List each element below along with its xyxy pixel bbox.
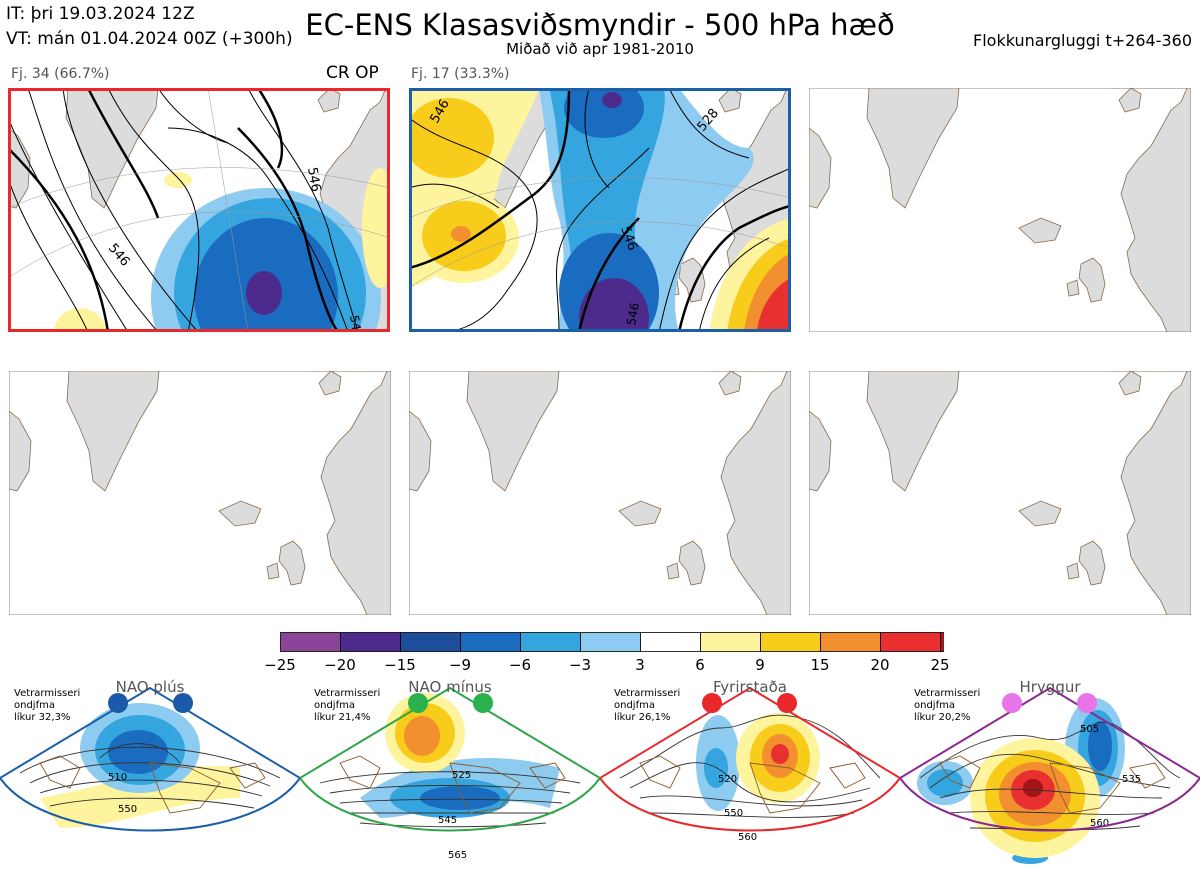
cluster-map-2[interactable]: 546 546 528 546 [409,88,791,332]
panel-2-label: Fj. 17 (33.3%) [411,66,510,82]
colorbar [280,632,944,652]
cluster-map-5[interactable] [409,371,791,615]
regime-3-title: Fyrirstaða [713,678,787,696]
colorbar-tick-label: 6 [695,656,705,674]
colorbar-bin [700,632,761,652]
regime-1-contour-2: 550 [118,804,137,815]
panel-1-border [8,88,390,332]
colorbar-bin [820,632,881,652]
panel-1-label: Fj. 34 (66.7%) [11,66,110,82]
regime-3-stats: Vetrarmisseri ondjfma líkur 26,1% [614,688,681,723]
panel-2-border [409,88,791,332]
colorbar-tick-label: −6 [508,656,532,674]
colorbar-tick-label: 3 [635,656,645,674]
regime-1-title: NAO plús [115,678,185,696]
regime-3-contour-2: 550 [724,808,743,819]
colorbar-bin [940,632,944,652]
regime-2-contour-1: 525 [452,770,471,781]
regime-2-contour-2: 545 [438,815,457,826]
colorbar-tick-label: −3 [568,656,592,674]
regime-ridge: 505 535 560 Hryggur Vetrarmisseri ondjfma… [898,668,1200,871]
svg-text:546: 546 [347,314,365,332]
colorbar-bin [580,632,641,652]
svg-text:546: 546 [624,302,642,327]
regime-2-title: NAO mínus [408,678,492,696]
regime-4-contour-1: 505 [1080,724,1099,735]
regime-3-contour-3: 560 [738,832,757,843]
classification-window: Flokkunargluggi t+264-360 [973,31,1192,50]
regime-3-contour-1: 520 [718,774,737,785]
colorbar-tick-label: 15 [810,656,830,674]
colorbar-bin [280,632,341,652]
regime-blocking: 520 550 560 Fyrirstaða Vetrarmisseri ondj… [598,668,902,871]
colorbar-tick-label: −25 [264,656,296,674]
colorbar-tick-label: 25 [930,656,950,674]
regime-4-stats: Vetrarmisseri ondjfma líkur 20,2% [914,688,981,723]
cluster-map-3[interactable] [809,88,1191,332]
colorbar-bin [340,632,401,652]
svg-text:546: 546 [304,166,323,193]
panel-1-tag: CR OP [326,63,379,83]
issue-time: IT: þri 19.03.2024 12Z [6,4,195,24]
colorbar-bin [640,632,701,652]
regime-2-stats: Vetrarmisseri ondjfma líkur 21,4% [314,688,381,723]
colorbar-bin [880,632,941,652]
regime-2-contour-3: 565 [448,850,467,861]
cluster-map-4[interactable] [9,371,391,615]
valid-time: VT: mán 01.04.2024 00Z (+300h) [6,29,293,49]
cluster-map-6[interactable] [809,371,1191,615]
colorbar-bin [400,632,461,652]
page-subtitle: Miðað við apr 1981-2010 [506,40,694,58]
regime-4-title: Hryggur [1019,678,1081,696]
page-title: EC-ENS Klasasviðsmyndir - 500 hPa hæð [305,8,895,42]
regime-nao-minus: 525 545 565 NAO mínus Vetrarmisseri ondjf… [298,668,602,871]
colorbar-tick-label: −15 [384,656,416,674]
regime-nao-plus: 510 550 NAO plús Vetrarmisseri ondjfma lík… [0,668,302,871]
colorbar-tick-label: 9 [755,656,765,674]
cluster-map-1[interactable]: 546 546 546 [8,88,390,332]
colorbar-bin [520,632,581,652]
regime-4-contour-3: 560 [1090,818,1109,829]
colorbar-tick-label: 20 [870,656,890,674]
regime-4-contour-2: 535 [1122,774,1141,785]
regime-1-contour-1: 510 [108,772,127,783]
regime-1-stats: Vetrarmisseri ondjfma líkur 32,3% [14,688,81,723]
colorbar-bin [460,632,521,652]
colorbar-tick-label: −20 [324,656,356,674]
colorbar-bin [760,632,821,652]
colorbar-tick-label: −9 [448,656,472,674]
